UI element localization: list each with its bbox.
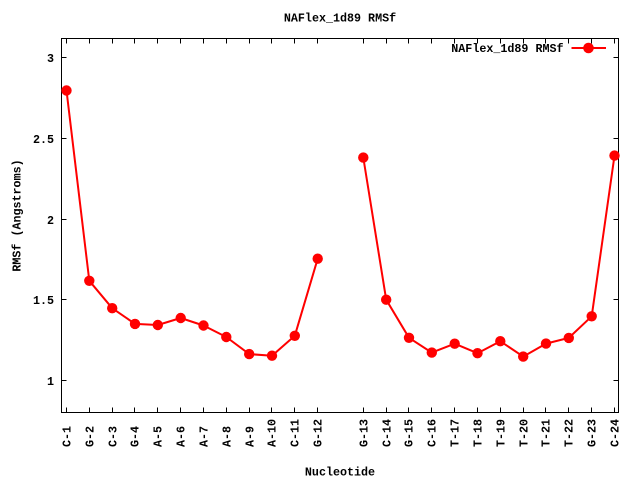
svg-text:C-11: C-11 [289, 419, 303, 447]
svg-text:T-21: T-21 [540, 419, 554, 447]
svg-text:2.5: 2.5 [33, 133, 54, 147]
svg-text:A-5: A-5 [152, 426, 166, 447]
svg-text:G-15: G-15 [403, 419, 417, 447]
svg-text:G-13: G-13 [358, 419, 372, 447]
svg-text:T-18: T-18 [472, 419, 486, 447]
svg-text:T-19: T-19 [495, 419, 509, 447]
svg-text:A-7: A-7 [198, 426, 212, 447]
svg-text:NAFlex_1d89 RMSf: NAFlex_1d89 RMSf [451, 42, 563, 56]
svg-text:A-6: A-6 [175, 426, 189, 447]
svg-text:A-10: A-10 [266, 419, 280, 447]
svg-text:NAFlex_1d89 RMSf: NAFlex_1d89 RMSf [284, 12, 396, 26]
svg-text:C-1: C-1 [61, 426, 75, 447]
svg-text:Nucleotide: Nucleotide [305, 466, 375, 480]
svg-text:1.5: 1.5 [33, 294, 54, 308]
svg-text:C-14: C-14 [381, 419, 395, 447]
svg-text:T-22: T-22 [563, 419, 577, 447]
svg-text:G-4: G-4 [129, 426, 143, 447]
svg-text:A-8: A-8 [221, 426, 235, 447]
svg-text:C-3: C-3 [107, 426, 121, 447]
svg-text:G-23: G-23 [586, 419, 600, 447]
svg-text:RMSf (Angstroms): RMSf (Angstroms) [11, 159, 25, 271]
svg-text:G-12: G-12 [312, 419, 326, 447]
svg-text:T-20: T-20 [518, 419, 532, 447]
svg-text:G-2: G-2 [84, 426, 98, 447]
svg-text:T-17: T-17 [449, 419, 463, 447]
svg-text:A-9: A-9 [244, 426, 258, 447]
svg-text:2: 2 [47, 214, 54, 228]
svg-text:1: 1 [47, 375, 54, 389]
svg-text:3: 3 [47, 52, 54, 66]
svg-text:C-24: C-24 [609, 419, 623, 447]
svg-text:C-16: C-16 [426, 419, 440, 447]
